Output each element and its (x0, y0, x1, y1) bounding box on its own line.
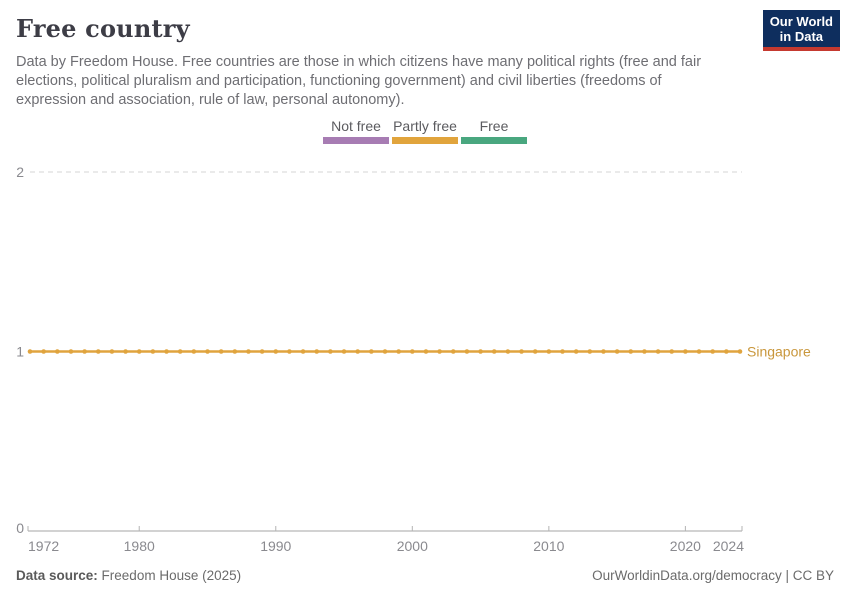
data-point-1998[interactable] (382, 349, 388, 354)
data-point-1991[interactable] (287, 349, 292, 354)
data-point-1975[interactable] (68, 349, 74, 354)
data-point-2016[interactable] (628, 349, 634, 354)
data-point-1980[interactable] (136, 349, 142, 354)
data-point-1985[interactable] (205, 349, 210, 354)
data-source-value: Freedom House (2025) (101, 568, 242, 583)
owid-logo-line2: in Data (779, 29, 824, 44)
data-point-2000[interactable] (410, 349, 415, 354)
data-point-1992[interactable] (300, 349, 306, 354)
data-point-1979[interactable] (123, 349, 128, 354)
data-point-1988[interactable] (246, 349, 251, 354)
data-point-1993[interactable] (314, 349, 320, 354)
data-point-1996[interactable] (355, 349, 360, 354)
legend-swatch (392, 137, 458, 144)
data-point-2022[interactable] (710, 349, 715, 354)
data-point-1972[interactable] (27, 349, 33, 354)
owid-logo[interactable]: Our World in Data (762, 10, 840, 51)
data-point-2018[interactable] (655, 349, 661, 354)
data-point-1990[interactable] (273, 349, 279, 354)
data-point-2023[interactable] (724, 349, 729, 354)
x-axis-label-1972: 1972 (28, 538, 59, 554)
data-point-2021[interactable] (696, 349, 702, 354)
legend-label: Free (479, 118, 509, 134)
legend-label: Partly free (393, 118, 457, 134)
data-point-2001[interactable] (423, 349, 429, 354)
x-axis-label-2000: 2000 (397, 538, 428, 554)
data-point-2009[interactable] (532, 349, 538, 354)
legend-label: Not free (331, 118, 381, 134)
data-point-2017[interactable] (642, 349, 647, 354)
series-label-singapore[interactable]: Singapore (747, 344, 811, 360)
data-point-2005[interactable] (478, 349, 483, 354)
data-point-1981[interactable] (150, 349, 156, 354)
data-point-2002[interactable] (437, 349, 442, 354)
legend-item-not-free: Not free (323, 118, 389, 144)
data-point-2007[interactable] (505, 349, 511, 354)
data-point-1974[interactable] (55, 349, 60, 354)
x-axis-label-2024: 2024 (713, 538, 744, 554)
x-axis-label-2020: 2020 (670, 538, 701, 554)
data-point-2010[interactable] (546, 349, 552, 354)
data-point-1999[interactable] (396, 349, 401, 354)
legend-item-free: Free (461, 118, 527, 144)
legend-item-partly-free: Partly free (392, 118, 458, 144)
legend-swatch (323, 137, 389, 144)
data-point-2004[interactable] (464, 349, 470, 354)
page-title: Free country (16, 14, 190, 43)
data-point-1986[interactable] (218, 349, 224, 354)
data-point-1987[interactable] (232, 349, 238, 354)
categorical-legend: Not free Partly free Free (0, 118, 850, 144)
data-point-1984[interactable] (191, 349, 197, 354)
x-axis-label-2010: 2010 (533, 538, 564, 554)
data-point-2011[interactable] (560, 349, 565, 354)
data-point-2014[interactable] (601, 349, 606, 354)
data-point-1973[interactable] (41, 349, 46, 354)
data-point-2020[interactable] (683, 349, 688, 354)
data-point-1978[interactable] (109, 349, 115, 354)
data-point-2003[interactable] (450, 349, 456, 354)
data-source: Data source: Freedom House (2025) (16, 568, 241, 583)
data-source-label: Data source: (16, 568, 98, 583)
data-point-2012[interactable] (573, 349, 579, 354)
data-point-1995[interactable] (341, 349, 347, 354)
data-point-1977[interactable] (95, 349, 101, 354)
data-point-2024[interactable] (737, 349, 743, 354)
data-point-2015[interactable] (614, 349, 620, 354)
footer-link[interactable]: OurWorldinData.org/democracy | CC BY (592, 568, 834, 583)
data-point-1983[interactable] (177, 349, 183, 354)
data-point-1989[interactable] (259, 349, 265, 354)
y-axis-tick-2: 2 (16, 164, 24, 180)
data-point-2019[interactable] (669, 349, 675, 354)
x-axis-label-1990: 1990 (260, 538, 291, 554)
data-point-1994[interactable] (328, 349, 333, 354)
y-axis-tick-1: 1 (16, 344, 24, 360)
data-point-2008[interactable] (519, 349, 524, 354)
chart-subtitle: Data by Freedom House. Free countries ar… (16, 54, 702, 108)
owid-logo-line1: Our World (769, 14, 833, 29)
x-axis-label-1980: 1980 (124, 538, 155, 554)
data-point-2006[interactable] (491, 349, 497, 354)
legend-swatch (461, 137, 527, 144)
data-point-1976[interactable] (82, 349, 87, 354)
data-point-1982[interactable] (164, 349, 169, 354)
data-point-2013[interactable] (587, 349, 593, 354)
data-point-1997[interactable] (369, 349, 374, 354)
y-axis-tick-0: 0 (16, 520, 24, 536)
